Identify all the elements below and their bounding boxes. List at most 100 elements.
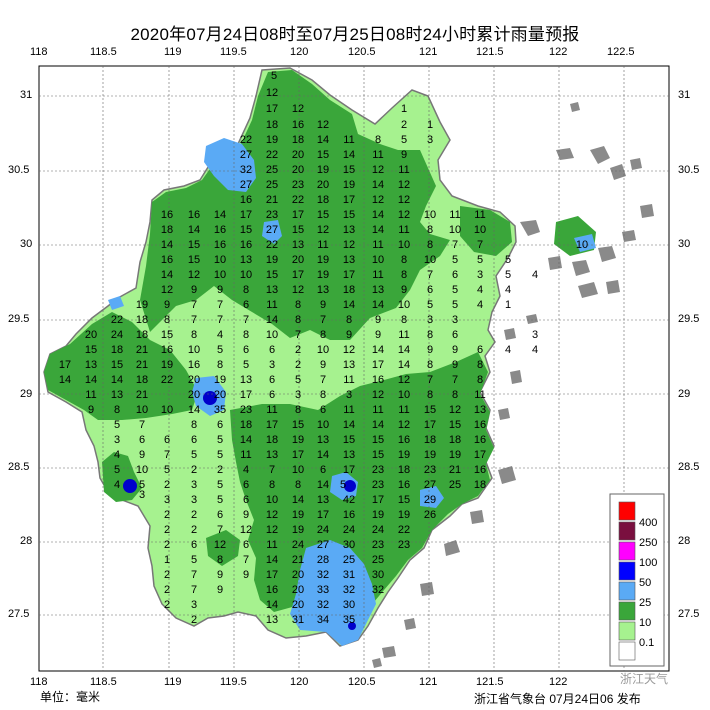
rainfall-value-label: 12 bbox=[188, 269, 200, 281]
rain-zone-10-25 bbox=[206, 530, 240, 566]
rainfall-value-label: 17 bbox=[59, 359, 71, 371]
rain-zone-25-50 bbox=[290, 540, 376, 646]
rainfall-value-label: 13 bbox=[372, 284, 384, 296]
rainfall-value-label: 10 bbox=[398, 389, 410, 401]
rainfall-value-label: 19 bbox=[317, 164, 329, 176]
rainfall-value-label: 2 bbox=[164, 569, 170, 581]
rainfall-value-label: 9 bbox=[243, 569, 249, 581]
rainfall-value-label: 13 bbox=[343, 359, 355, 371]
rainfall-value-label: 10 bbox=[161, 404, 173, 416]
lon-tick-bottom: 120 bbox=[290, 676, 309, 688]
rainfall-value-label: 7 bbox=[191, 314, 197, 326]
rainfall-value-label: 8 bbox=[295, 314, 301, 326]
legend-label: 25 bbox=[639, 597, 651, 609]
rainfall-value-label: 19 bbox=[343, 179, 355, 191]
rainfall-value-label: 14 bbox=[343, 299, 355, 311]
rainfall-value-label: 6 bbox=[452, 329, 458, 341]
rainfall-value-label: 21 bbox=[292, 554, 304, 566]
rainfall-value-label: 20 bbox=[292, 164, 304, 176]
rainfall-value-label: 8 bbox=[320, 329, 326, 341]
rainfall-value-label: 15 bbox=[317, 209, 329, 221]
rainfall-value-label: 12 bbox=[292, 103, 304, 115]
rainfall-value-label: 9 bbox=[452, 359, 458, 371]
rainfall-value-label: 9 bbox=[164, 299, 170, 311]
lon-tick-bottom: 119.5 bbox=[220, 676, 247, 688]
rainfall-value-label: 11 bbox=[240, 449, 251, 461]
rainfall-value-label: 19 bbox=[214, 374, 226, 386]
legend-label: 10 bbox=[639, 617, 651, 629]
rainfall-value-label: 14 bbox=[214, 209, 226, 221]
rainfall-value-label: 33 bbox=[317, 584, 329, 596]
rainfall-value-label: 1 bbox=[401, 103, 407, 115]
rainfall-value-label: 13 bbox=[240, 254, 252, 266]
rainfall-value-label: 13 bbox=[317, 434, 329, 446]
rainfall-value-label: 11 bbox=[343, 134, 354, 146]
rainfall-value-label: 4 bbox=[114, 479, 120, 491]
rainfall-value-label: 19 bbox=[266, 134, 278, 146]
rainfall-value-label: 20 bbox=[292, 149, 304, 161]
rainfall-value-label: 6 bbox=[269, 344, 275, 356]
rainfall-value-label: 1 bbox=[505, 299, 511, 311]
rainfall-value-label: 2 bbox=[164, 599, 170, 611]
rainfall-value-label: 5 bbox=[114, 419, 120, 431]
rainfall-value-label: 32 bbox=[240, 164, 252, 176]
rainfall-value-label: 2 bbox=[164, 479, 170, 491]
lat-tick-left: 28.5 bbox=[8, 461, 30, 473]
rainfall-value-label: 14 bbox=[161, 239, 173, 251]
rainfall-value-label: 23 bbox=[398, 539, 410, 551]
rainfall-value-label: 7 bbox=[191, 299, 197, 311]
legend-swatch bbox=[618, 601, 636, 621]
legend-swatch bbox=[618, 541, 636, 561]
rain-zone-50-100 bbox=[123, 479, 137, 493]
rainfall-value-label: 15 bbox=[188, 239, 200, 251]
rainfall-value-label: 9 bbox=[375, 314, 381, 326]
rainfall-value-label: 5 bbox=[139, 479, 145, 491]
rainfall-value-label: 2 bbox=[295, 344, 301, 356]
rainfall-value-label: 32 bbox=[372, 584, 384, 596]
rainfall-value-label: 25 bbox=[266, 179, 278, 191]
rainfall-value-label: 20 bbox=[292, 254, 304, 266]
rainfall-value-label: 20 bbox=[214, 389, 226, 401]
rain-zone-25-50 bbox=[262, 220, 282, 244]
rainfall-value-label: 8 bbox=[427, 389, 433, 401]
legend-swatch bbox=[618, 521, 636, 541]
rainfall-value-label: 19 bbox=[292, 509, 304, 521]
rainfall-value-label: 6 bbox=[164, 434, 170, 446]
rainfall-value-label: 8 bbox=[427, 329, 433, 341]
rainfall-value-label: 8 bbox=[114, 404, 120, 416]
rainfall-value-label: 8 bbox=[243, 329, 249, 341]
rainfall-value-label: 19 bbox=[161, 359, 173, 371]
rainfall-value-label: 8 bbox=[346, 314, 352, 326]
rainfall-value-label: 5 bbox=[217, 434, 223, 446]
rainfall-value-label: 2 bbox=[191, 464, 197, 476]
rainfall-value-label: 14 bbox=[317, 449, 329, 461]
rainfall-value-label: 14 bbox=[343, 149, 355, 161]
rainfall-value-label: 13 bbox=[317, 494, 329, 506]
rainfall-value-label: 12 bbox=[292, 284, 304, 296]
rainfall-value-label: 13 bbox=[85, 359, 97, 371]
rainfall-value-label: 12 bbox=[317, 224, 329, 236]
rainfall-value-label: 20 bbox=[292, 584, 304, 596]
rainfall-value-label: 20 bbox=[317, 179, 329, 191]
rainfall-value-label: 4 bbox=[243, 464, 249, 476]
rainfall-value-label: 10 bbox=[240, 269, 252, 281]
rainfall-value-label: 8 bbox=[295, 299, 301, 311]
rainfall-value-label: 3 bbox=[269, 359, 275, 371]
rainfall-value-label: 7 bbox=[217, 314, 223, 326]
rainfall-value-label: 7 bbox=[217, 299, 223, 311]
rainfall-value-label: 18 bbox=[292, 134, 304, 146]
rainfall-value-label: 17 bbox=[372, 359, 384, 371]
lat-tick-right: 29.5 bbox=[678, 313, 700, 325]
rainfall-value-label: 18 bbox=[240, 419, 252, 431]
rainfall-value-label: 12 bbox=[398, 419, 410, 431]
rainfall-value-label: 20 bbox=[188, 374, 200, 386]
rainfall-value-label: 13 bbox=[111, 389, 123, 401]
rainfall-value-label: 11 bbox=[398, 404, 409, 416]
rainfall-value-label: 15 bbox=[398, 494, 410, 506]
lon-tick-bottom: 119 bbox=[164, 676, 182, 688]
rainfall-value-label: 31 bbox=[292, 614, 304, 626]
rainfall-value-label: 3 bbox=[452, 314, 458, 326]
lat-tick-right: 31 bbox=[678, 89, 691, 101]
rainfall-value-label: 6 bbox=[243, 494, 249, 506]
rainfall-value-label: 24 bbox=[317, 524, 329, 536]
